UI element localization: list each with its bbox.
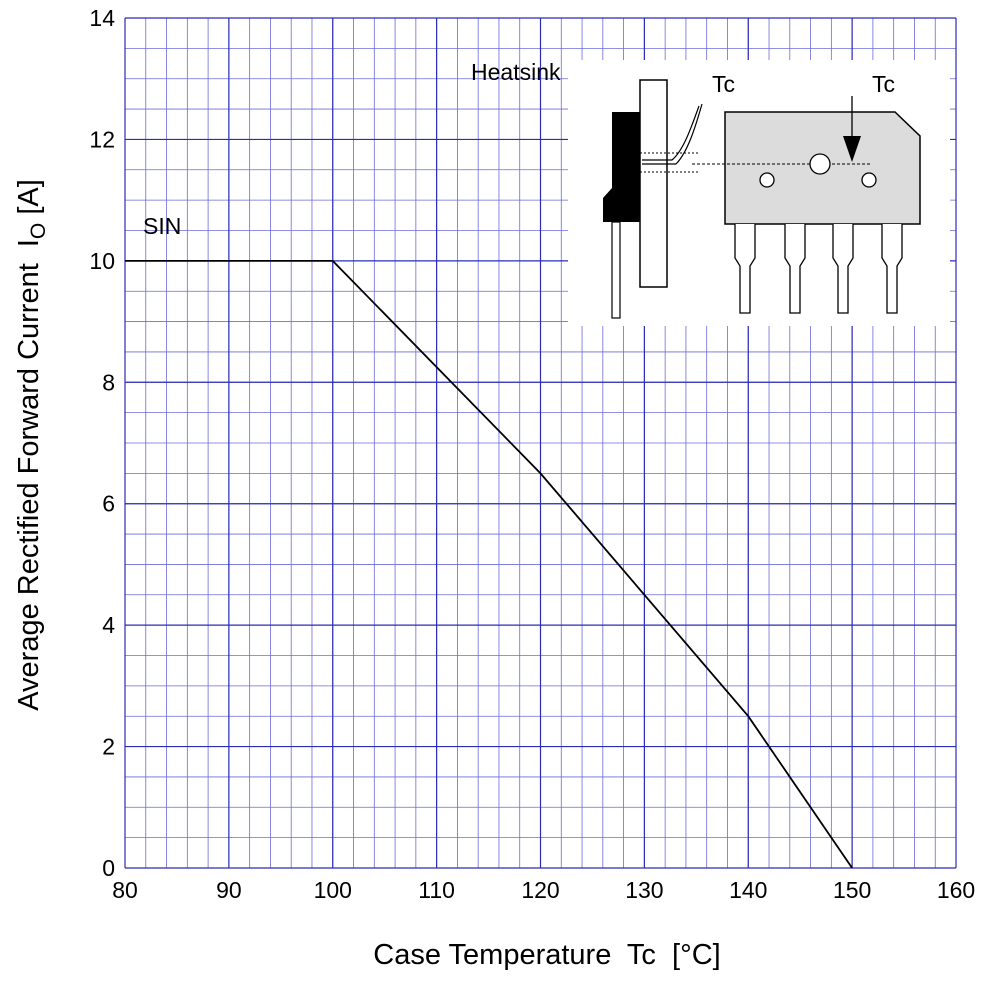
small-hole-left-icon <box>759 172 775 188</box>
x-axis-title: Case Temperature Tc [°C] <box>373 939 720 971</box>
thermocouple-wire-icon-2 <box>642 103 703 165</box>
y-axis-title-sub: O <box>27 223 50 239</box>
lead-1 <box>734 224 756 314</box>
small-hole-right-icon <box>861 172 877 188</box>
heatsink-label: Heatsink <box>471 59 561 85</box>
y-tick-label: 4 <box>102 612 115 638</box>
y-tick-label: 10 <box>89 248 115 274</box>
y-axis-title-unit: [A] <box>13 179 45 223</box>
tc-label-right: Tc <box>872 71 895 97</box>
lead-4 <box>881 224 903 314</box>
x-tick-label: 80 <box>112 877 138 903</box>
series-layer <box>125 259 853 869</box>
tc-label-left: Tc <box>712 71 735 97</box>
y-axis-title: Average Rectified Forward Current IO [A] <box>13 179 50 711</box>
package-leads <box>734 224 903 314</box>
y-tick-label: 0 <box>102 855 115 881</box>
y-axis-title-main: Average Rectified Forward Current I <box>13 239 45 711</box>
lead-3 <box>832 224 854 314</box>
heatsink-plate-icon <box>639 79 668 288</box>
y-tick-label: 6 <box>102 491 115 517</box>
y-tick-label: 12 <box>89 126 115 152</box>
tick-labels: 80 90 100 110 120 130 140 150 160 0 2 4 6 8 10 12 14 <box>89 5 975 903</box>
device-body-icon <box>603 112 640 222</box>
mounting-hole-icon <box>809 153 831 175</box>
x-tick-label: 90 <box>216 877 242 903</box>
x-tick-label: 120 <box>521 877 559 903</box>
y-tick-label: 8 <box>102 369 115 395</box>
y-tick-label: 2 <box>102 734 115 760</box>
tc-arrow-head-icon <box>843 136 861 162</box>
x-tick-label: 160 <box>937 877 975 903</box>
y-tick-label: 14 <box>89 5 115 31</box>
series-line-sin <box>125 259 853 869</box>
x-tick-label: 100 <box>314 877 352 903</box>
device-lead-icon <box>611 221 621 319</box>
x-tick-label: 110 <box>418 877 455 903</box>
x-tick-label: 130 <box>625 877 663 903</box>
thermocouple-wire-icon <box>642 105 700 161</box>
x-tick-label: 140 <box>729 877 767 903</box>
lead-2 <box>784 224 806 314</box>
heatsink-inset: Heatsink Tc Tc <box>471 59 950 326</box>
x-tick-label: 150 <box>833 877 871 903</box>
series-label: SIN <box>143 213 181 239</box>
